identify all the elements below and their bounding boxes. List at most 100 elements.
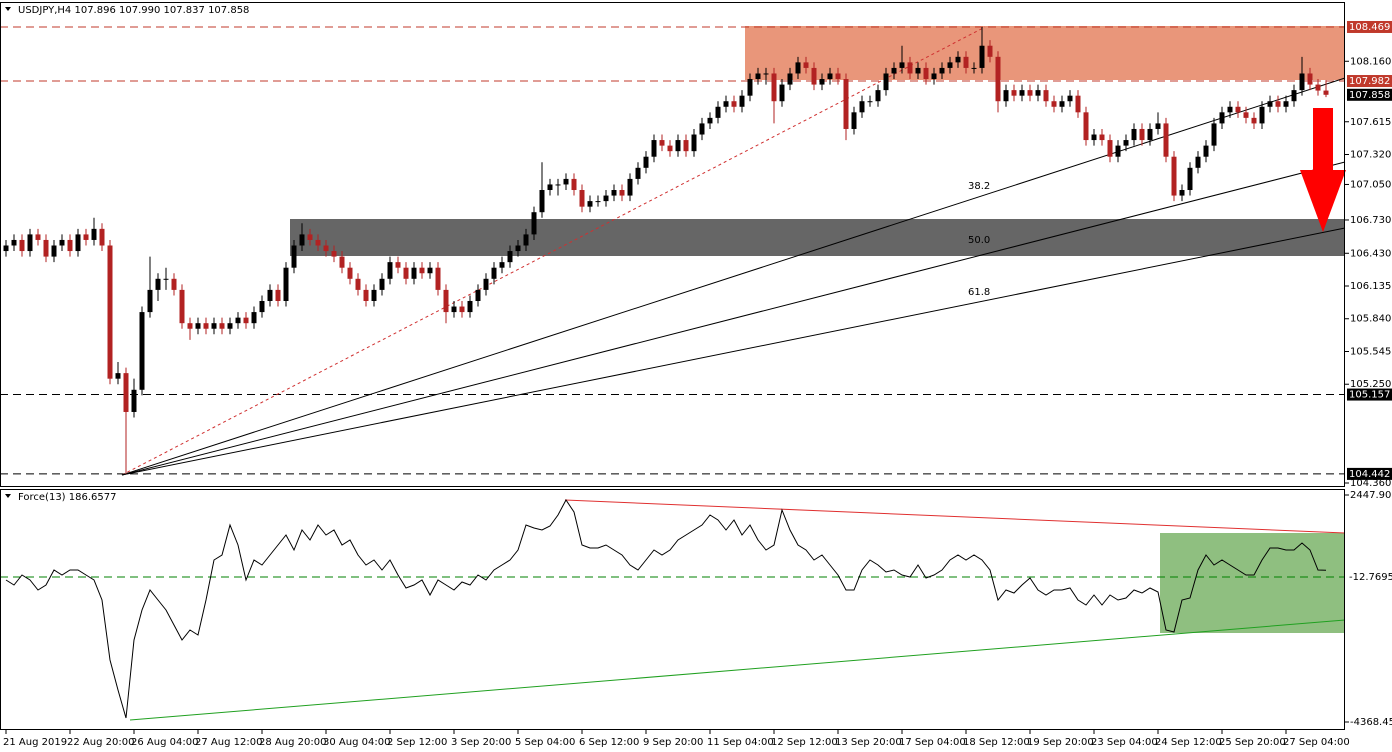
candle-body (579, 190, 585, 207)
candle-body (323, 245, 329, 252)
candle-body (1067, 95, 1073, 102)
candle-body (1059, 101, 1065, 107)
candle-body (171, 278, 177, 290)
candle-body (1243, 112, 1249, 118)
candle-body (43, 239, 49, 257)
y-tick-label: 104.360 (1350, 478, 1391, 489)
candle-body (1179, 190, 1185, 196)
candle-body (763, 73, 769, 75)
candle-body (507, 251, 513, 263)
candle-body (651, 140, 657, 157)
candle-body (187, 323, 193, 329)
resistance-zone (745, 26, 1345, 80)
candle-body (1211, 123, 1217, 146)
candle-body (747, 79, 753, 96)
x-tick-label: 19 Sep 20:00 (1027, 737, 1094, 748)
candle-body (179, 289, 185, 324)
candle-body (211, 323, 217, 329)
fib-label: 61.8 (968, 287, 990, 298)
candle-body (83, 234, 89, 240)
candle-body (267, 289, 273, 301)
candle-body (931, 73, 937, 80)
x-tick-label: 25 Sep 20:00 (1219, 737, 1286, 748)
candle-body (1299, 73, 1305, 91)
candle-body (1163, 123, 1169, 157)
candle-body (1155, 123, 1161, 129)
candle-body (155, 278, 161, 290)
y-tick-label: 106.730 (1350, 215, 1391, 226)
candle-body (1027, 90, 1033, 96)
candle-body (987, 45, 993, 57)
candle-body (603, 195, 609, 202)
candle-body (555, 184, 561, 186)
x-tick-label: 11 Sep 04:00 (707, 737, 774, 748)
candle-body (11, 239, 17, 246)
y-tick-label: 108.160 (1350, 56, 1391, 67)
fib-label: 50.0 (968, 235, 990, 246)
candle-body (371, 289, 377, 301)
y-tick-label: 106.135 (1350, 281, 1391, 292)
candle-body (923, 67, 929, 80)
x-tick-label: 27 Aug 12:00 (195, 737, 262, 748)
indicator-zone (1160, 533, 1345, 633)
candle-body (227, 323, 233, 329)
candle-body (75, 234, 81, 252)
candle-body (347, 267, 353, 279)
candle-body (979, 45, 985, 68)
candle-body (963, 56, 969, 68)
candle-body (1003, 90, 1009, 102)
candle-body (251, 312, 257, 324)
candle-body (1227, 106, 1233, 113)
candle-body (739, 95, 745, 107)
x-tick-label: 17 Sep 04:00 (899, 737, 966, 748)
candle-body (619, 190, 625, 196)
candle-body (123, 373, 129, 412)
y-tick-label: 107.320 (1350, 149, 1391, 160)
candle-body (1315, 84, 1321, 91)
candle-body (627, 178, 633, 196)
candle-body (995, 56, 1001, 102)
candle-body (1011, 90, 1017, 96)
candle-body (723, 101, 729, 107)
candle-body (683, 140, 689, 152)
candle-body (523, 234, 529, 246)
price-panel-frame (0, 2, 1345, 487)
candle-body (1099, 134, 1105, 141)
candle-body (755, 73, 761, 80)
arrow-shaft (1313, 108, 1333, 170)
candle-body (483, 278, 489, 290)
candle-body (1195, 156, 1201, 168)
fan-line (121, 161, 1346, 476)
candle-body (1131, 128, 1137, 141)
fan-trend-line (121, 26, 986, 476)
candle-body (1275, 101, 1281, 107)
candle-body (411, 267, 417, 279)
candle-body (259, 300, 265, 313)
candle-body (203, 323, 209, 329)
candle-body (1019, 90, 1025, 96)
candle-body (1291, 90, 1297, 102)
candle-body (1091, 134, 1097, 141)
candle-body (667, 145, 673, 152)
x-tick-label: 28 Aug 20:00 (259, 737, 326, 748)
candle-body (1323, 90, 1329, 95)
candle-body (395, 262, 401, 268)
x-tick-label: 12 Sep 12:00 (771, 737, 838, 748)
y-tick-label: -4368.454 (1350, 717, 1392, 728)
candle-body (675, 140, 681, 152)
candle-body (19, 239, 25, 252)
candle-body (1203, 145, 1209, 157)
candle-body (499, 262, 505, 268)
candle-body (643, 156, 649, 168)
candle-body (971, 67, 977, 69)
x-tick-label: 23 Sep 04:00 (1091, 737, 1158, 748)
indicator-title: Force(13) 186.6577 (18, 492, 116, 503)
candle-body (795, 62, 801, 74)
candle-body (819, 79, 825, 85)
y-tick-label: 2447.9098 (1350, 490, 1392, 501)
levels (0, 26, 1345, 578)
candle-body (875, 90, 881, 102)
candle-body (355, 278, 361, 290)
candle-body (1051, 101, 1057, 107)
candle-body (859, 101, 865, 113)
